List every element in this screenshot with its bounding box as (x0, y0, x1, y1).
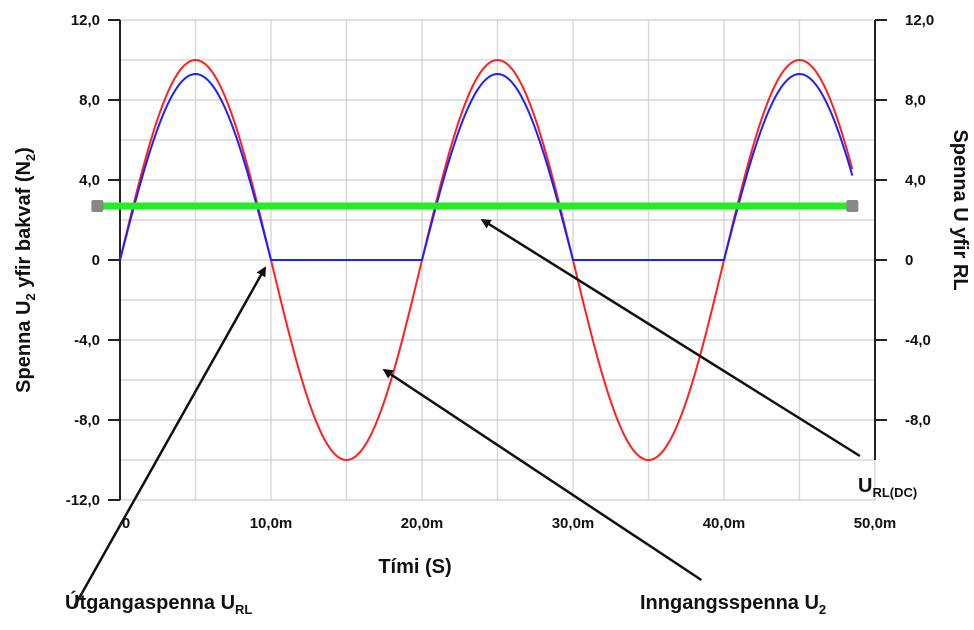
x-tick-label: 20,0m (401, 515, 444, 532)
x-tick-label: 40,0m (703, 515, 746, 532)
x-tick-label: 50,0m (854, 515, 897, 532)
y-tick-label-right: 8,0 (905, 92, 926, 109)
y-tick-label-right: -8,0 (905, 412, 931, 429)
dc-level-marker-end (846, 200, 859, 212)
annotation-arrow (480, 218, 861, 458)
y-tick-label-left: -4,0 (74, 332, 100, 349)
annotation-label: URL(DC) (858, 475, 917, 500)
y-tick-label-left: -12,0 (66, 492, 100, 509)
annotation-arrow (382, 368, 703, 582)
y-tick-label-left: -8,0 (74, 412, 100, 429)
annotation-label-main: Inngangsspenna U (640, 592, 819, 614)
y-tick-label-right: 0 (905, 252, 913, 269)
x-tick-label: 10,0m (250, 515, 293, 532)
annotations: URL(DC) Útgangaspenna URL Inngangsspenna U… (65, 218, 917, 617)
y-left-rest: yfir bakvaf (N (13, 161, 35, 293)
y-axis-title-right: Spenna U yfir RL (949, 129, 971, 290)
x-axis-title: Tími (S) (378, 556, 451, 578)
y-tick-label-right: 4,0 (905, 172, 926, 189)
y-left-sub: 2 (23, 293, 38, 300)
annotation-label-main: U (858, 475, 872, 497)
annotation-label: Inngangsspenna U2 (640, 592, 826, 617)
y-tick-label-right: 12,0 (905, 12, 934, 29)
y-tick-label-left: 4,0 (79, 172, 100, 189)
y-left-sub2: 2 (23, 154, 38, 161)
annotation-label-main: Útgangaspenna U (65, 590, 235, 614)
output-voltage-line (119, 72, 854, 261)
annotation-label-sub: RL(DC) (872, 485, 917, 500)
annotation-label-sub: 2 (819, 602, 826, 617)
y-left-main: Spenna U (13, 301, 35, 393)
dc-level-marker-start (91, 200, 104, 212)
y-tick-label-left: 8,0 (79, 92, 100, 109)
annotation-label-sub: RL (235, 602, 252, 617)
y-tick-label-right: -4,0 (905, 332, 931, 349)
series (91, 58, 859, 462)
y-tick-label-left: 0 (92, 252, 100, 269)
annotation-arrow (73, 266, 267, 607)
x-tick-label: 30,0m (552, 515, 595, 532)
annotation-label: Útgangaspenna URL (65, 590, 252, 617)
y-left-close: ) (13, 147, 35, 154)
y-axis-title-left: Spenna U2 yfir bakvaf (N2) (13, 147, 38, 393)
y-tick-label-left: 12,0 (71, 12, 100, 29)
x-tick-label: 0 (122, 515, 130, 532)
